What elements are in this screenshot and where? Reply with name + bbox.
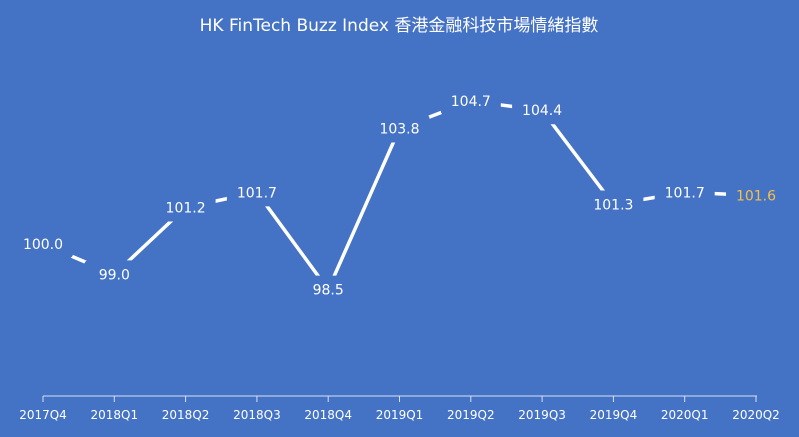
chart-title: HK FinTech Buzz Index 香港金融科技市場情緒指數 (200, 16, 599, 36)
x-tick-label: 2020Q1 (661, 408, 709, 422)
data-label: 101.7 (665, 185, 705, 201)
data-label-background (13, 230, 73, 258)
data-label-background (298, 275, 359, 304)
data-label-background (369, 114, 430, 143)
data-label: 101.2 (166, 201, 206, 217)
data-label: 101.3 (593, 197, 633, 213)
x-tick-label: 2019Q3 (518, 408, 566, 422)
data-label-background (726, 181, 786, 210)
data-label-background (155, 193, 216, 222)
data-label: 104.7 (451, 94, 491, 110)
data-label-background (583, 190, 644, 219)
series-line-segment (540, 108, 616, 207)
data-label: 101.6 (736, 188, 776, 204)
x-tick-label: 2018Q3 (233, 408, 281, 422)
data-label-background (226, 178, 287, 207)
x-tick-label: 2020Q2 (732, 408, 780, 422)
series-line-segment (255, 190, 330, 292)
x-tick-label: 2017Q4 (19, 408, 67, 422)
series-line-segment (326, 126, 402, 292)
data-label-background (512, 96, 573, 125)
data-label: 100.0 (23, 237, 63, 253)
data-label: 103.8 (379, 121, 419, 137)
x-tick-label: 2019Q4 (590, 408, 638, 422)
x-tick-label: 2018Q1 (90, 408, 138, 422)
x-tick-label: 2018Q4 (304, 408, 352, 422)
x-tick-label: 2019Q1 (376, 408, 424, 422)
x-tick-label: 2018Q2 (162, 408, 210, 422)
data-label-background (440, 87, 501, 116)
data-label: 101.7 (237, 185, 277, 201)
data-label: 99.0 (99, 267, 130, 283)
data-label: 104.4 (522, 103, 562, 119)
data-label-background (84, 260, 145, 289)
data-label: 98.5 (313, 283, 344, 299)
data-label-background (654, 178, 715, 207)
x-tick-label: 2019Q2 (447, 408, 495, 422)
